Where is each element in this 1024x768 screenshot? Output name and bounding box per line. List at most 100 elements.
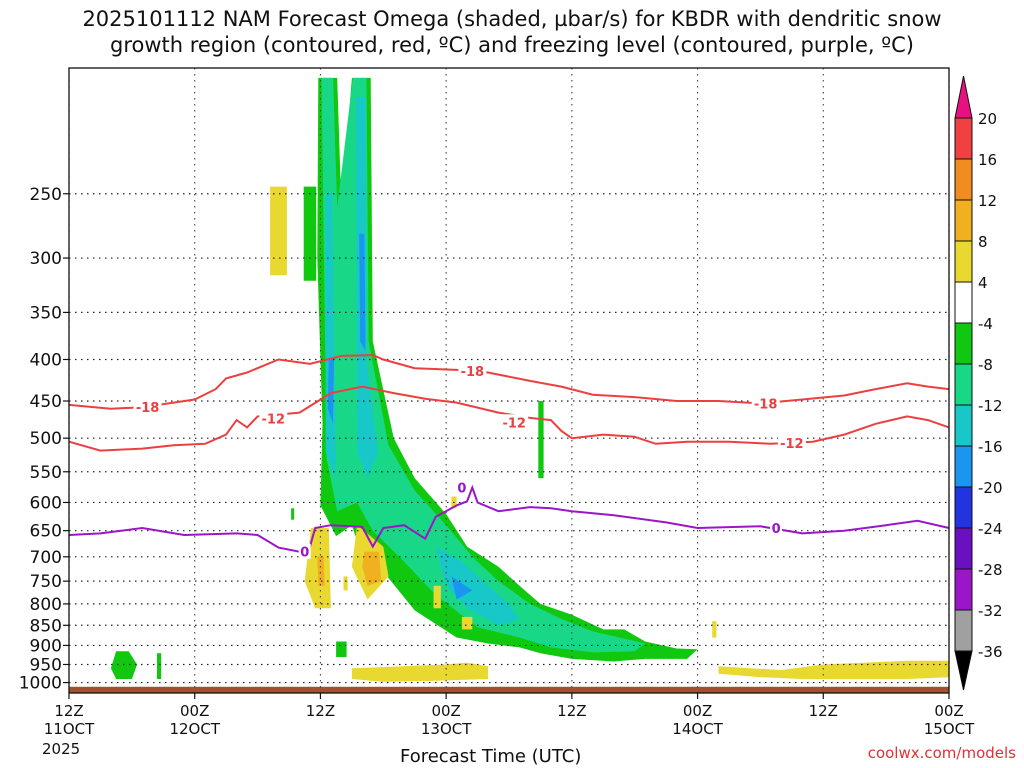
x-tick-label: 12Z — [809, 702, 838, 720]
y-tick-label: 700 — [30, 548, 62, 568]
colorbar-band — [954, 117, 973, 160]
omega-region — [317, 556, 325, 586]
y-tick-label: 900 — [30, 636, 62, 656]
colorbar-top-arrow — [954, 75, 973, 119]
contour-label-bg — [500, 414, 529, 430]
contour-label-bg — [455, 479, 468, 495]
y-tick-label: 500 — [30, 429, 62, 449]
colorbar-bottom-arrow — [954, 650, 973, 691]
colorbar-band — [954, 363, 973, 406]
contour-label: -12 — [262, 413, 286, 428]
contour-label: -18 — [461, 365, 485, 380]
contour-freezing_0 — [68, 484, 950, 553]
x-axis-label: Forecast Time (UTC) — [400, 746, 582, 767]
omega-shading — [110, 77, 949, 682]
omega-region — [356, 97, 378, 479]
omega-region — [718, 660, 949, 679]
y-tick-labels: 2503003504004505005506006507007508008509… — [19, 185, 62, 694]
colorbar-label: -32 — [978, 602, 1003, 620]
omega-region — [303, 186, 317, 281]
contour-label: -12 — [780, 437, 804, 452]
colorbar-label: -24 — [978, 520, 1003, 538]
omega-region — [359, 233, 366, 351]
omega-region — [291, 508, 295, 520]
colorbar-band — [954, 199, 973, 242]
axes — [63, 67, 950, 699]
colorbar-band — [954, 568, 973, 611]
colorbar: -36 -32 -28 -24 -20 -16 -12 -8 -4 4 8 12 16 20 — [954, 75, 1003, 691]
colorbar-band — [954, 158, 973, 201]
y-tick-label: 550 — [30, 463, 62, 483]
colorbar-label: 8 — [978, 233, 988, 251]
contour-label-bg — [298, 543, 311, 559]
omega-region — [433, 585, 441, 609]
site-credit: coolwx.com/models — [867, 744, 1016, 762]
omega-region — [270, 186, 287, 276]
omega-region — [712, 621, 717, 638]
contour-label-bg — [751, 395, 780, 411]
y-tick-label: 850 — [30, 616, 62, 636]
x-tick-date-label: 12OCT — [169, 720, 220, 738]
colorbar-label: 20 — [978, 110, 997, 128]
x-tick-label: 00Z — [934, 702, 963, 720]
colorbar-label: 12 — [978, 192, 997, 210]
colorbar-band — [954, 527, 973, 570]
x-tick-label: 00Z — [683, 702, 712, 720]
contour-label: -18 — [754, 397, 778, 412]
colorbar-band — [954, 322, 973, 365]
omega-region — [461, 616, 473, 630]
contours: -18 -18 -18 -12 -12 -12 0 0 0 — [68, 354, 950, 561]
colorbar-label: -36 — [978, 643, 1003, 661]
omega-region — [327, 359, 334, 424]
y-tick-label: 450 — [30, 392, 62, 412]
omega-region — [351, 662, 488, 682]
x-tick-label: 12Z — [557, 702, 586, 720]
contour-label-bg — [770, 519, 783, 535]
colorbar-label: -16 — [978, 438, 1003, 456]
y-tick-label: 650 — [30, 522, 62, 542]
contour-label-bg — [259, 410, 288, 426]
omega-region — [110, 651, 138, 679]
omega-region — [451, 576, 473, 600]
chart-title: 2025101112 NAM Forecast Omega (shaded, µ… — [82, 7, 942, 57]
x-tick-date-label: 14OCT — [672, 720, 723, 738]
y-tick-label: 300 — [30, 249, 62, 269]
colorbar-band — [954, 240, 973, 283]
omega-region — [435, 546, 520, 626]
y-tick-label: 1000 — [19, 674, 62, 694]
y-tick-label: 400 — [30, 350, 62, 370]
colorbar-band — [954, 281, 973, 324]
x-tick-date-label: 11OCT — [44, 720, 95, 738]
contour-label: 0 — [300, 546, 309, 561]
contour-label: -12 — [502, 416, 526, 431]
y-tick-label: 750 — [30, 572, 62, 592]
colorbar-band — [954, 609, 973, 652]
colorbar-label: -20 — [978, 479, 1003, 497]
x-tick-label: 00Z — [431, 702, 460, 720]
y-tick-label: 600 — [30, 493, 62, 513]
x-tick-date-label: 15OCT — [924, 720, 975, 738]
plot-frame — [68, 67, 950, 694]
year-label: 2025 — [42, 740, 81, 758]
x-tick-label: 00Z — [180, 702, 209, 720]
colorbar-label: -12 — [978, 397, 1003, 415]
omega-region — [538, 401, 544, 479]
omega-region — [321, 77, 646, 653]
omega-region — [336, 641, 347, 657]
colorbar-label: -4 — [978, 315, 993, 333]
x-tick-label: 12Z — [306, 702, 335, 720]
x-tick-date-label: 13OCT — [421, 720, 472, 738]
colorbar-label: 4 — [978, 274, 988, 292]
contour-label: -18 — [136, 401, 160, 416]
contour-label: 0 — [772, 522, 781, 537]
grid — [68, 68, 950, 693]
contour-label-bg — [458, 362, 487, 378]
omega-region — [362, 551, 382, 586]
colorbar-band — [954, 404, 973, 447]
omega-region — [343, 576, 348, 591]
colorbar-label: 16 — [978, 151, 997, 169]
contour-label: 0 — [457, 481, 466, 496]
x-tick-label: 12Z — [54, 702, 83, 720]
surface — [69, 686, 949, 693]
